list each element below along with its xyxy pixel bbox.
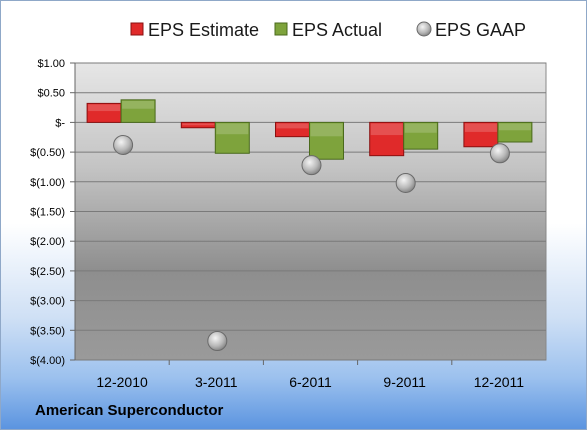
eps-gaap-marker — [395, 172, 416, 193]
eps-actual-bar — [497, 121, 533, 143]
x-tick-label: 6-2011 — [289, 374, 332, 390]
y-tick-label: $0.50 — [37, 88, 65, 100]
eps-gaap-marker — [489, 143, 510, 164]
y-tick-label: $1.00 — [37, 58, 65, 70]
x-tick-label: 12-2011 — [474, 374, 525, 390]
y-tick-label: $(4.00) — [30, 355, 65, 367]
y-tick-label: $(2.00) — [30, 236, 65, 248]
y-tick-label: $(1.50) — [30, 207, 65, 219]
bar-highlight — [404, 123, 437, 133]
x-tick-label: 3-2011 — [195, 374, 238, 390]
y-tick-label: $(3.00) — [30, 296, 65, 308]
bar-highlight — [370, 123, 403, 136]
eps-actual-bar — [309, 121, 344, 160]
legend-label: EPS Estimate — [148, 20, 259, 40]
eps-gaap-marker — [301, 155, 322, 176]
eps-estimate-bar — [369, 121, 405, 157]
company-name: American Superconductor — [35, 402, 224, 419]
legend-estimate-swatch — [130, 22, 144, 36]
eps-gaap-marker — [113, 134, 134, 155]
bar-highlight — [310, 123, 343, 137]
x-tick-label: 9-2011 — [383, 374, 426, 390]
bar-highlight — [464, 123, 497, 132]
bar-highlight — [498, 123, 531, 131]
eps-gaap-marker — [207, 330, 228, 351]
legend-label: EPS Actual — [292, 20, 382, 40]
bar-highlight — [88, 104, 121, 112]
y-tick-label: $(1.00) — [30, 177, 65, 189]
y-tick-label: $(3.50) — [30, 325, 65, 337]
x-tick-label: 12-2010 — [96, 374, 148, 390]
legend-gaap-swatch — [416, 21, 432, 37]
bar-highlight — [122, 100, 155, 109]
eps-actual-bar — [120, 99, 156, 123]
bar-highlight — [216, 123, 249, 135]
legend-label: EPS GAAP — [435, 20, 526, 40]
eps-actual-bar — [403, 121, 439, 150]
bar-highlight — [276, 123, 309, 129]
legend-actual-swatch — [274, 22, 288, 36]
bar-highlight — [182, 123, 215, 126]
y-tick-label: $- — [55, 117, 65, 129]
eps-actual-bar — [214, 121, 250, 154]
y-tick-label: $(2.50) — [30, 266, 65, 278]
y-tick-label: $(0.50) — [30, 147, 65, 159]
